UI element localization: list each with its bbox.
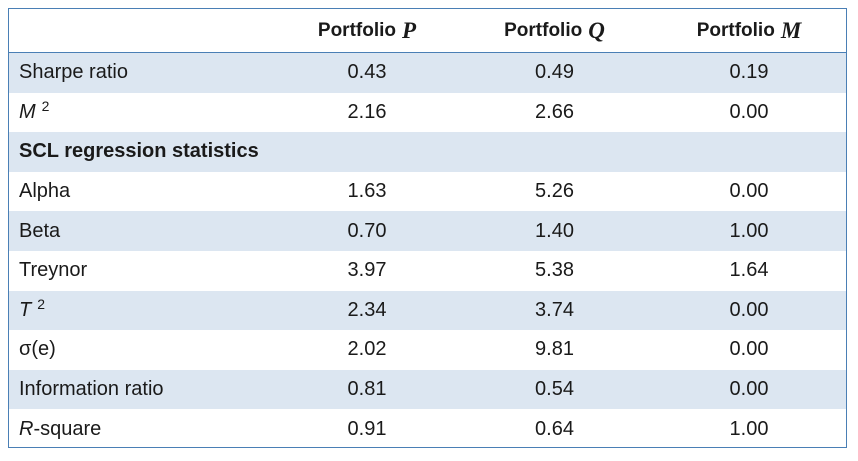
cell-p: 0.43 [347, 61, 387, 84]
row-label: Alpha [19, 180, 71, 203]
table-row: Sharpe ratio 0.43 0.49 0.19 [9, 53, 846, 93]
cell-q: 2.66 [535, 100, 574, 123]
row-label: Information ratio [19, 378, 164, 401]
row-label: σ(e) [19, 338, 56, 361]
label-main: R [19, 417, 34, 440]
header-symbol: Q [588, 17, 605, 43]
header-portfolio-q: Portfolio Q [457, 9, 652, 52]
cell-m: 1.00 [729, 219, 769, 242]
row-label: Sharpe ratio [19, 61, 128, 84]
cell-p: 0.70 [347, 219, 387, 242]
cell-q: 5.38 [535, 259, 574, 282]
cell-p: 0.81 [347, 378, 387, 401]
cell-q: 5.26 [535, 180, 574, 203]
label-rest: -square [33, 417, 102, 440]
row-label: Treynor [19, 259, 88, 282]
cell-m: 1.64 [729, 259, 769, 282]
cell-p: 1.63 [347, 180, 387, 203]
cell-m: 0.00 [729, 100, 769, 123]
table-header: Portfolio P Portfolio Q Portfolio M [9, 9, 846, 53]
label-main: M [19, 100, 36, 123]
header-label: Portfolio [317, 19, 397, 41]
cell-q: 0.64 [535, 417, 574, 440]
table-row: Beta 0.70 1.40 1.00 [9, 211, 846, 251]
cell-p: 2.16 [347, 100, 387, 123]
table-row: Treynor 3.97 5.38 1.64 [9, 251, 846, 291]
header-symbol: M [780, 17, 802, 43]
label-superscript: 2 [41, 98, 50, 115]
header-portfolio-m: Portfolio M [652, 9, 846, 52]
table-row: R -square 0.91 0.64 1.00 [9, 409, 846, 449]
cell-p: 0.91 [347, 417, 387, 440]
cell-m: 0.00 [729, 378, 769, 401]
cell-m: 0.00 [729, 180, 769, 203]
cell-p: 2.02 [347, 338, 387, 361]
row-label: R -square [19, 409, 299, 449]
table-row: Alpha 1.63 5.26 0.00 [9, 172, 846, 212]
cell-p: 3.97 [347, 259, 387, 282]
cell-q: 0.49 [535, 61, 574, 84]
header-label: Portfolio [504, 19, 583, 41]
table-row: Information ratio 0.81 0.54 0.00 [9, 369, 846, 410]
performance-table: Portfolio P Portfolio Q Portfolio M Shar… [8, 8, 847, 448]
label-main: T [19, 298, 32, 321]
cell-m: 0.19 [729, 61, 769, 84]
cell-q: 3.74 [535, 298, 574, 321]
cell-m: 0.00 [729, 338, 769, 361]
cell-m: 1.00 [729, 417, 769, 440]
header-label: Portfolio [696, 19, 775, 41]
row-label: Beta [19, 219, 61, 242]
cell-q: 0.54 [535, 378, 574, 401]
section-row: SCL regression statistics [9, 132, 846, 172]
label-superscript: 2 [37, 296, 46, 313]
cell-p: 2.34 [347, 298, 387, 321]
cell-q: 9.81 [535, 338, 574, 361]
cell-m: 0.00 [729, 298, 769, 321]
cell-q: 1.40 [535, 219, 574, 242]
table-row: σ(e) 2.02 9.81 0.00 [9, 330, 846, 370]
header-symbol: P [402, 17, 417, 43]
header-portfolio-p: Portfolio P [272, 9, 462, 52]
section-heading: SCL regression statistics [19, 140, 259, 163]
